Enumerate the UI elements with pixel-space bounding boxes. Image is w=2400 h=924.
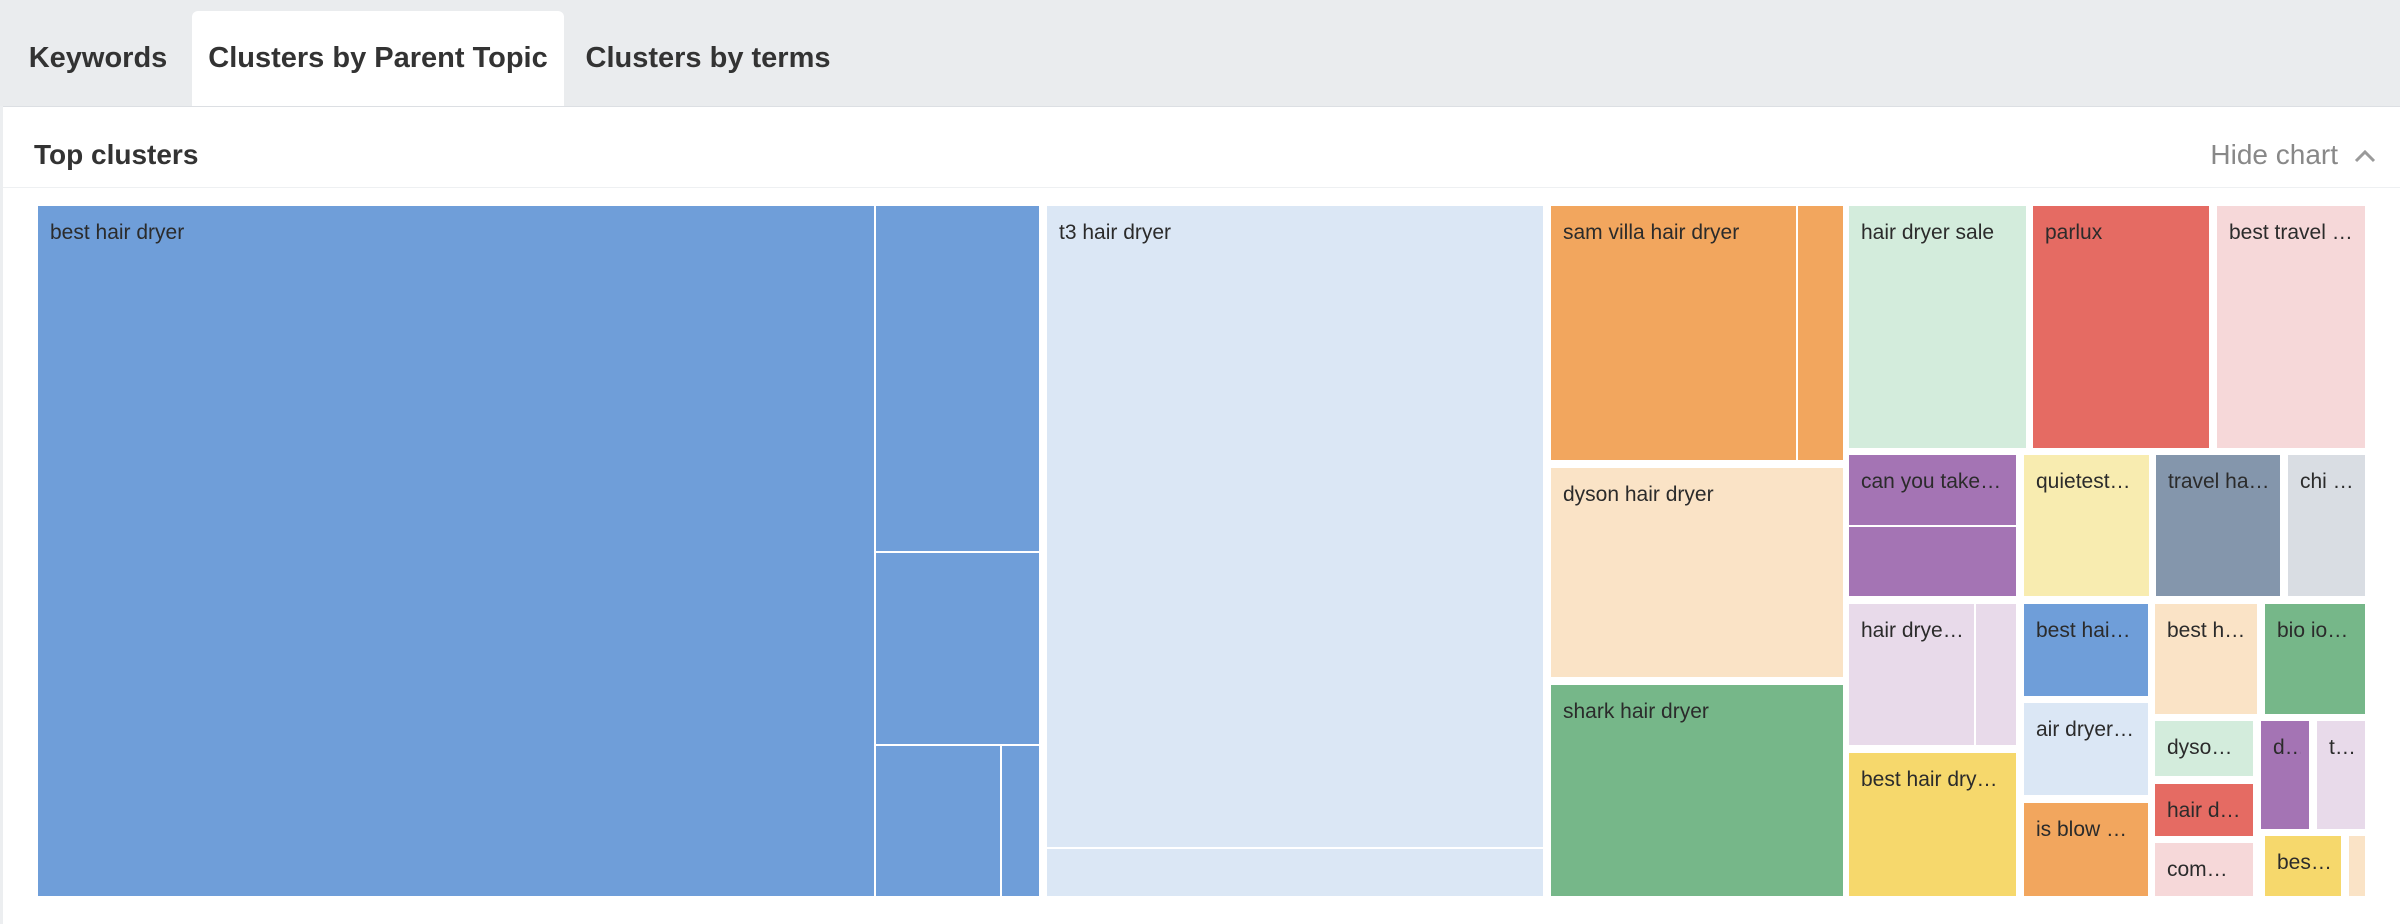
cluster-cell[interactable] [1002,746,1039,896]
chevron-up-icon[interactable] [2352,143,2378,169]
cluster-cell[interactable] [1849,527,2016,596]
cluster-label: best hai… [2036,619,2131,642]
cluster-cell[interactable]: hair dryer uk [1849,604,1974,745]
cluster-label: t3 hair dryer [1059,221,1172,244]
cluster-cell[interactable]: dyso… [2155,721,2253,776]
cluster-label: parlux [2045,221,2103,244]
panel-header: Top clusters Hide chart [3,107,2400,187]
cluster-cell[interactable]: is blow … [2024,803,2148,896]
cluster-cell[interactable] [876,746,1000,896]
cluster-label: travel ha… [2168,470,2270,493]
cluster-cell[interactable] [1798,206,1843,460]
cluster-cell[interactable] [1976,604,2016,745]
cluster-label: best hair dry… [1861,768,1998,791]
cluster-cell[interactable]: hair dryer sale [1849,206,2026,448]
cluster-cell[interactable]: travel ha… [2156,455,2280,596]
cluster-cell[interactable] [1047,849,1543,896]
cluster-label: hair d… [2167,799,2241,822]
cluster-label: is blow … [2036,818,2128,841]
tab-keywords[interactable]: Keywords [28,42,168,74]
cluster-cell[interactable]: t… [2317,721,2365,829]
cluster-cell[interactable]: best travel … [2217,206,2365,448]
cluster-label: best… [2277,851,2333,874]
cluster-label: hair dryer sale [1861,221,1995,244]
cluster-label: quietest… [2036,470,2131,493]
cluster-cell[interactable]: best hair dryer [38,206,874,896]
cluster-cell[interactable]: com… [2155,843,2253,896]
tab-clusters-by-parent-topic[interactable]: Clusters by Parent Topic [192,11,564,106]
cluster-cell[interactable]: shark hair dryer [1551,685,1843,896]
cluster-label: chi … [2300,470,2354,493]
cluster-cell[interactable]: air dryer… [2024,703,2148,795]
cluster-cell[interactable] [876,553,1039,744]
cluster-label: hair dryer uk [1861,619,1966,642]
cluster-label: com… [2167,858,2228,881]
cluster-cell[interactable]: quietest… [2024,455,2149,596]
cluster-cell[interactable]: best h… [2155,604,2257,714]
cluster-label: best hair dryer [50,221,185,244]
cluster-label: t… [2329,736,2356,759]
cluster-cell[interactable]: sam villa hair dryer [1551,206,1796,460]
cluster-label: air dryer… [2036,718,2135,741]
tab-clusters-by-terms[interactable]: Clusters by terms [585,42,831,74]
cluster-label: can you take… [1861,470,2002,493]
cluster-label: dyso… [2167,736,2233,759]
cluster-cell[interactable]: hair d… [2155,784,2253,836]
cluster-cell[interactable]: best… [2265,836,2341,896]
cluster-label: sam villa hair dryer [1563,221,1740,244]
hide-chart-button[interactable]: Hide chart [2210,139,2338,170]
cluster-cell[interactable]: d… [2261,721,2309,829]
cluster-label: d… [2273,736,2301,759]
cluster-label: best h… [2167,619,2246,642]
cluster-cell[interactable]: best hai… [2024,604,2148,696]
header-divider [3,187,2400,188]
cluster-cell[interactable]: t3 hair dryer [1047,206,1543,847]
cluster-cell[interactable] [876,206,1039,551]
cluster-cell[interactable]: can you take… [1849,455,2016,525]
cluster-label: best travel … [2229,221,2353,244]
cluster-label: bio io… [2277,619,2349,642]
cluster-label: dyson hair dryer [1563,483,1714,506]
cluster-cell[interactable]: bio io… [2265,604,2365,714]
panel-title: Top clusters [34,139,199,170]
cluster-cell[interactable] [2349,836,2365,896]
cluster-cell[interactable]: dyson hair dryer [1551,468,1843,677]
cluster-cell[interactable]: parlux [2033,206,2209,448]
cluster-cell[interactable]: best hair dry… [1849,753,2016,896]
tab-bar: Keywords Clusters by Parent Topic Cluste… [0,0,2400,106]
cluster-cell[interactable]: chi … [2288,455,2365,596]
cluster-label: shark hair dryer [1563,700,1709,723]
